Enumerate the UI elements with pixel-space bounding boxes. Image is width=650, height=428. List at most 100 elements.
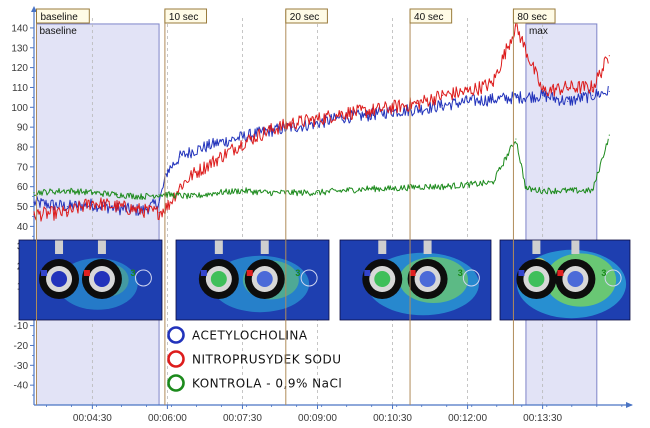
series-3-point-12 [291, 192, 294, 194]
series-3-point-7 [166, 194, 169, 196]
series-2-point-5 [141, 209, 143, 212]
series-3-point-24 [567, 190, 569, 192]
axes: 1401301201101009080706050403020100-10-20… [11, 6, 633, 424]
series-3-point-4 [116, 194, 118, 196]
inset-control-number: 3 [601, 268, 606, 278]
series-2-point-15 [341, 112, 344, 114]
x-tick-label-7: 00:13:30 [523, 413, 562, 424]
marker-box-2 [164, 8, 208, 24]
series-3-point-11 [266, 192, 269, 194]
y-tick-label-8: 70 [17, 162, 29, 173]
inset-control-number: 3 [295, 268, 300, 278]
legend-swatch-1 [167, 326, 185, 344]
gridlines [91, 18, 544, 405]
x-tick-label-1: 00:04:30 [73, 413, 112, 424]
series-1-point-16 [366, 114, 369, 116]
inset-control-ring [300, 269, 318, 287]
y-tick-label-18: -30 [14, 361, 29, 372]
series-2-point-9 [191, 174, 194, 176]
series-2-point-13 [291, 122, 294, 124]
region-2 [525, 23, 598, 406]
legend-label-2: NITROPRUSYDEK SODU [192, 353, 342, 367]
series-3-point-26 [608, 134, 610, 136]
inset-ring-center [528, 271, 545, 287]
series-1-point-6 [158, 201, 160, 204]
series-1-point-1 [33, 201, 35, 204]
series-2-point-18 [416, 102, 419, 104]
inset-ring-center [419, 271, 436, 287]
inset-ring-stem [214, 240, 223, 254]
series-3-point-9 [216, 192, 219, 194]
series-2-point-19 [441, 94, 444, 96]
marker-box-1 [36, 8, 90, 24]
y-tick-label-3: 120 [11, 63, 28, 74]
marker-box-5 [512, 8, 556, 24]
inset-control-number: 3 [131, 268, 136, 278]
legend-label-1: ACETYLOCHOLINA [192, 329, 308, 343]
inset-thermal-image-3: 3 [339, 239, 492, 321]
legend-swatch-2 [167, 350, 185, 368]
series-2-point-21 [491, 82, 494, 85]
series-2-point-2 [66, 211, 68, 214]
series-3-point-22 [525, 188, 527, 190]
inset-marker-2 [409, 270, 416, 276]
series-line-2 [33, 19, 609, 222]
inset-thermal-image-4: 3 [499, 239, 631, 321]
x-tick-label-6: 00:12:00 [448, 413, 487, 424]
series-3-point-2 [66, 190, 68, 192]
y-tick-label-5: 100 [11, 103, 28, 114]
series-2-point-23 [542, 90, 544, 93]
x-tick-label-5: 00:10:30 [373, 413, 412, 424]
series-3-point-19 [466, 184, 469, 186]
series-2-point-10 [216, 158, 219, 160]
series-3-point-1 [33, 192, 35, 194]
y-tick-label-7: 80 [17, 143, 29, 154]
series-1-point-3 [91, 203, 93, 206]
series-1-point-14 [316, 122, 319, 124]
inset-border [499, 239, 631, 321]
series-1-point-19 [441, 104, 444, 106]
region-label-1: baseline [40, 26, 78, 37]
inset-ring-center [93, 271, 110, 287]
series-1-point-11 [241, 136, 244, 138]
inset-ring-stem [260, 240, 269, 254]
inset-ring-stem [97, 240, 106, 254]
series-3-point-3 [91, 192, 93, 194]
inset-ring-stem [378, 240, 387, 254]
y-tick-label-9: 60 [17, 182, 29, 193]
legend-swatch-3 [167, 374, 185, 392]
inset-control-ring [462, 269, 480, 287]
series-2-point-7 [166, 205, 169, 208]
y-tick-label-11: 40 [17, 222, 29, 233]
series-2-point-11 [241, 142, 244, 144]
inset-border [18, 239, 163, 321]
series-3-point-23 [542, 190, 544, 192]
x-tick-label-2: 00:06:00 [148, 413, 187, 424]
inset-thermal-image-1: 3 [18, 239, 163, 321]
series-2-point-6 [158, 211, 160, 214]
x-tick-label-4: 00:09:00 [298, 413, 337, 424]
series-2-point-26 [608, 55, 610, 57]
series-2-point-4 [116, 205, 118, 208]
series-3-point-15 [366, 188, 369, 190]
y-tick-label-6: 90 [17, 123, 29, 134]
series-1-point-13 [291, 126, 294, 128]
series-1-point-8 [179, 156, 181, 158]
marker-label-2: 10 sec [169, 12, 198, 23]
series-3-point-6 [158, 194, 160, 196]
marker-label-1: baseline [41, 12, 79, 23]
series-2-point-17 [391, 106, 394, 108]
event-markers: baseline 10 sec 20 sec 40 sec 80 sec [36, 8, 556, 405]
series-3-point-14 [341, 190, 344, 192]
y-tick-label-1: 140 [11, 23, 28, 34]
series-2-point-3 [91, 201, 93, 204]
marker-label-5: 80 sec [517, 12, 546, 23]
inset-control-ring [604, 269, 622, 287]
inset-ring-stem [55, 240, 64, 254]
series-1-point-18 [416, 108, 419, 110]
series-2-point-12 [266, 130, 269, 132]
inset-control-ring [134, 269, 152, 287]
series-2-point-16 [366, 110, 369, 112]
series-3-point-21 [515, 138, 517, 140]
marker-box-3 [285, 8, 328, 24]
